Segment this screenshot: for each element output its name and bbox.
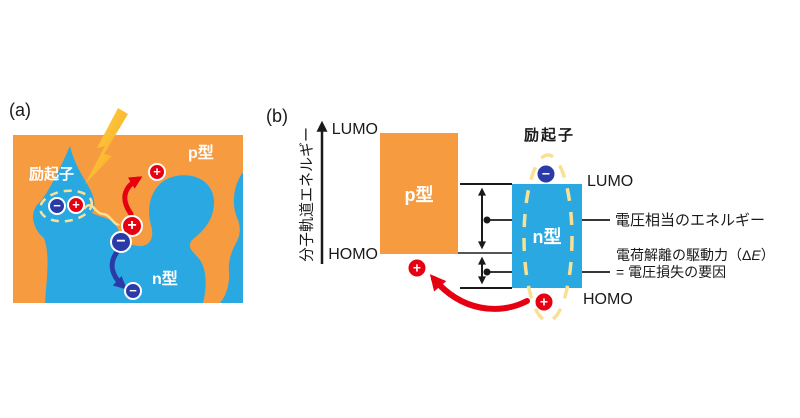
exciton-dashed-ellipse-b	[522, 153, 574, 323]
exciton-hole-b: +	[534, 292, 554, 312]
panel-a-label: (a)	[9, 100, 31, 120]
plus-glyph: +	[72, 197, 80, 212]
lightning-bolt-icon	[85, 108, 128, 184]
transferred-hole-b: +	[407, 258, 427, 278]
interface-electron-a: −	[110, 231, 132, 253]
exciton-electron-a: −	[48, 197, 66, 215]
minus-glyph: −	[116, 232, 126, 250]
delta-e-annotation: 電荷解離の駆動力（ΔE）	[616, 247, 775, 263]
plus-glyph: +	[412, 259, 422, 276]
p-block-label: p型	[404, 184, 434, 205]
exciton-electron-b: −	[536, 164, 556, 184]
hole-transfer-arrow-a	[122, 176, 143, 217]
free-electron-a: −	[124, 282, 142, 300]
minus-glyph: −	[53, 198, 61, 213]
n-block-label: n型	[532, 227, 562, 247]
n-lumo-label: LUMO	[587, 173, 634, 190]
plus-glyph: +	[539, 293, 549, 310]
delta-annotation-suffix: ）	[760, 247, 775, 263]
n-domain-edge-sliver	[220, 172, 243, 303]
delta-annotation-symbol: E	[751, 247, 761, 263]
delta-annotation-prefix: 電荷解離の駆動力（Δ	[616, 247, 752, 263]
exciton-dashed-ellipse-a	[38, 189, 94, 223]
n-homo-label: HOMO	[583, 291, 633, 308]
p-lumo-label: LUMO	[331, 121, 378, 138]
panel-a-morphology	[13, 108, 243, 303]
plus-glyph: +	[127, 216, 137, 234]
hole-transfer-arrow-b	[429, 274, 530, 312]
energy-transfer-wavy-line	[82, 204, 120, 226]
free-hole-a: +	[148, 163, 166, 181]
minus-glyph: −	[129, 283, 137, 298]
exciton-label-b: 励起子	[524, 127, 576, 144]
n-domain-blob	[67, 175, 215, 303]
voltage-leader-dot	[483, 216, 491, 224]
n-region-label: n型	[152, 271, 178, 288]
loss-annotation: = 電圧損失の要因	[616, 264, 727, 280]
minus-glyph: −	[541, 165, 551, 182]
panel-b-energy-diagram	[316, 120, 610, 323]
p-homo-label: HOMO	[328, 246, 378, 263]
p-type-block	[380, 133, 458, 254]
electron-transfer-arrow-a	[109, 249, 127, 290]
exciton-label-a: 励起子	[29, 166, 75, 183]
voltage-annotation: 電圧相当のエネルギー	[615, 212, 766, 229]
p-region-label: p型	[188, 145, 214, 162]
energy-axis-label: 分子軌道エネルギー	[298, 127, 316, 263]
exciton-hole-a: +	[67, 196, 85, 214]
plus-glyph: +	[153, 164, 161, 179]
loss-leader-dot	[483, 268, 491, 276]
panel-b-label: (b)	[266, 106, 288, 126]
